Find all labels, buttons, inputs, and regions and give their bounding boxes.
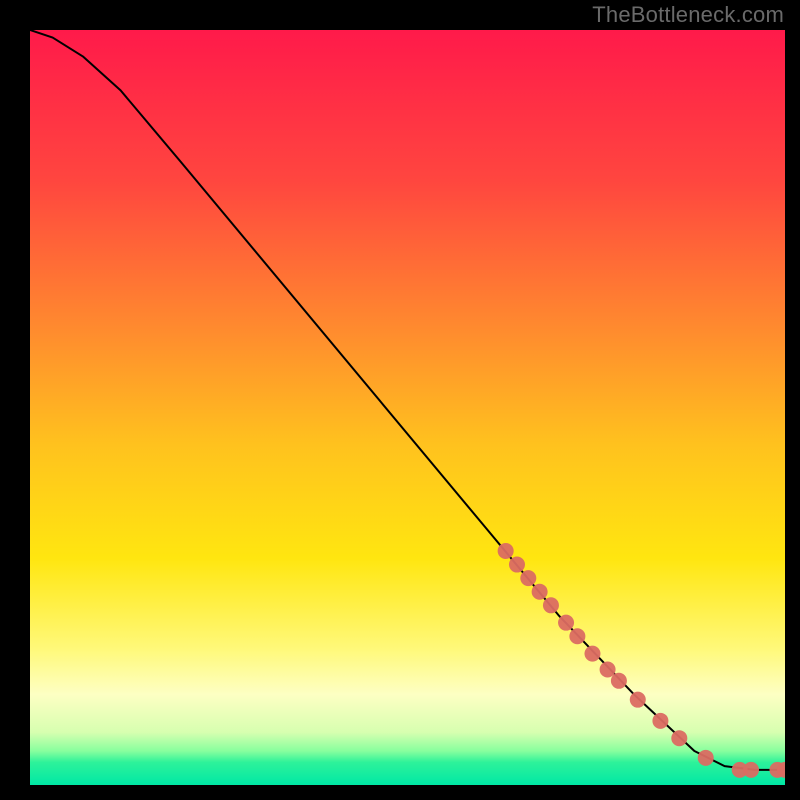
- plot-area: [30, 30, 785, 785]
- data-marker: [743, 762, 759, 778]
- data-marker: [652, 713, 668, 729]
- gradient-background: [30, 30, 785, 785]
- chart-frame: TheBottleneck.com: [0, 0, 800, 800]
- data-marker: [630, 692, 646, 708]
- data-marker: [543, 597, 559, 613]
- data-marker: [498, 543, 514, 559]
- data-marker: [569, 628, 585, 644]
- watermark-label: TheBottleneck.com: [592, 2, 784, 28]
- data-marker: [532, 584, 548, 600]
- chart-svg: [30, 30, 785, 785]
- data-marker: [600, 661, 616, 677]
- data-marker: [698, 750, 714, 766]
- data-marker: [584, 646, 600, 662]
- data-marker: [520, 570, 536, 586]
- data-marker: [611, 673, 627, 689]
- data-marker: [558, 615, 574, 631]
- data-marker: [671, 730, 687, 746]
- data-marker: [509, 557, 525, 573]
